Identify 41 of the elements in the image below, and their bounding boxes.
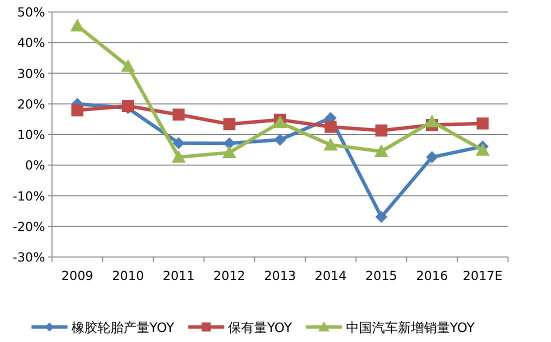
point	[374, 144, 388, 157]
point	[324, 120, 337, 133]
y-tick-label: 0%	[25, 158, 46, 173]
y-tick-label: 50%	[17, 4, 46, 20]
y-tick-label: -20%	[12, 218, 46, 234]
point	[222, 146, 236, 158]
point	[476, 117, 489, 130]
x-tick-label: 2014	[314, 268, 347, 283]
point	[476, 143, 490, 156]
x-tick-label: 2010	[112, 268, 144, 283]
x-tick-label: 2015	[365, 268, 398, 283]
y-tick-label: 20%	[17, 96, 46, 112]
point	[172, 137, 185, 150]
point	[324, 138, 338, 151]
x-tick-label: 2012	[213, 268, 246, 283]
y-tick-label: -30%	[12, 250, 46, 264]
x-tick-label: 2016	[416, 268, 448, 283]
point	[71, 104, 84, 116]
x-tick-label: 2011	[162, 268, 195, 283]
point	[172, 108, 185, 121]
y-tick-label: 10%	[17, 127, 46, 142]
point	[375, 124, 388, 137]
point	[223, 137, 236, 150]
legend-label: 保有量YOY	[228, 321, 292, 336]
point	[223, 118, 236, 130]
point	[70, 18, 84, 32]
legend-label: 中国汽车新增销量YOY	[346, 321, 475, 336]
y-tick-label: 30%	[17, 66, 46, 81]
x-tick-label: 2017E	[462, 268, 503, 283]
point	[425, 114, 439, 128]
point	[273, 116, 287, 128]
point	[426, 151, 438, 164]
legend-label: 橡胶轮胎产量YOY	[72, 321, 174, 336]
point	[172, 150, 186, 163]
x-tick-label: 2013	[264, 268, 296, 283]
point	[375, 210, 388, 223]
point	[274, 134, 286, 146]
y-tick-label: -10%	[12, 188, 46, 204]
x-tick-label: 2009	[61, 268, 94, 283]
y-tick-label: 40%	[17, 35, 46, 50]
point	[121, 59, 135, 72]
